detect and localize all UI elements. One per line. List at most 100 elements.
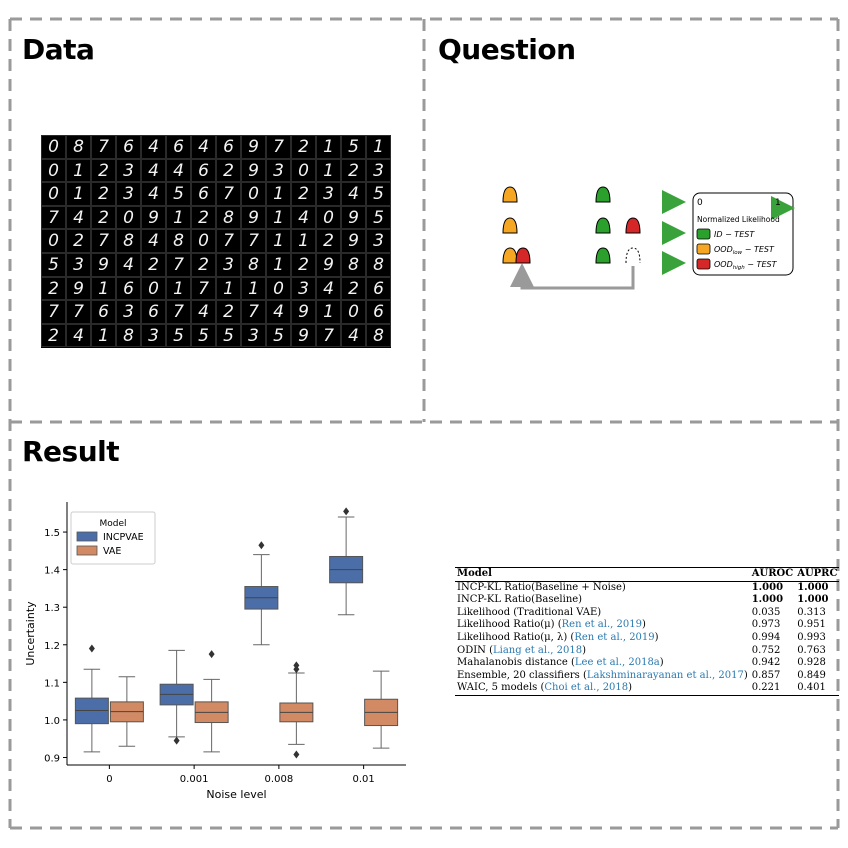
mnist-digit: 5 <box>341 135 366 159</box>
citation-link[interactable]: Lakshminarayanan et al., 2017 <box>586 669 744 681</box>
legend-title: Model <box>99 519 126 529</box>
cell-auroc: 0.973 <box>751 619 781 631</box>
cell-auprc: 0.951 <box>797 619 826 631</box>
cell-auroc: 0.035 <box>751 606 781 618</box>
mnist-digit: 2 <box>291 182 316 206</box>
mnist-digit: 8 <box>241 253 266 277</box>
mnist-digit: 0 <box>241 182 266 206</box>
mnist-digit: 1 <box>291 229 316 253</box>
mnist-digit: 1 <box>316 300 341 324</box>
mnist-digit: 2 <box>191 205 216 230</box>
mnist-digit: 2 <box>341 276 366 301</box>
mnist-digit: 7 <box>216 182 241 206</box>
mnist-digit: 6 <box>116 276 141 301</box>
x-axis-label: Noise level <box>206 788 266 801</box>
mnist-digit: 4 <box>141 182 166 206</box>
mnist-digit: 3 <box>116 182 141 206</box>
legend-swatch-id <box>696 228 711 240</box>
mnist-digit: 6 <box>91 300 116 324</box>
legend-label-vae: VAE <box>103 546 121 557</box>
mnist-digit: 3 <box>216 253 241 277</box>
table-row: WAIC, 5 models (Choi et al., 2018) 0.221 0… <box>455 682 840 696</box>
outlier-point <box>293 750 300 759</box>
x-tick-label: 0.001 <box>180 774 209 785</box>
outlier-point <box>88 644 95 653</box>
mnist-digit: 2 <box>341 158 366 183</box>
x-tick-label: 0.01 <box>352 774 374 785</box>
mnist-digit: 4 <box>66 323 91 348</box>
table-header-row: Model AUROC AUPRC <box>455 567 840 582</box>
mnist-digit: 4 <box>66 205 91 230</box>
mnist-digit: 1 <box>166 205 191 230</box>
table-row: Ensemble, 20 classifiers (Lakshminarayan… <box>455 670 839 683</box>
legend-swatch-ood-high <box>696 258 711 270</box>
mnist-digit: 4 <box>341 182 366 206</box>
table-row: INCP-KL Ratio(Baseline) 1.000 1.000 <box>455 594 839 607</box>
cell-auroc: 0.942 <box>751 657 781 669</box>
mnist-digit: 0 <box>341 300 366 324</box>
mnist-digit: 1 <box>91 276 116 301</box>
mnist-digit: 9 <box>241 205 266 230</box>
mnist-digit: 6 <box>116 135 141 159</box>
mnist-digit: 2 <box>191 253 216 277</box>
mnist-digit: 2 <box>41 276 66 301</box>
legend-label-ood-low: OODlow − TEST <box>714 245 775 256</box>
mnist-digit: 2 <box>316 229 341 253</box>
mnist-digit: 7 <box>241 229 266 253</box>
x-tick-label: 0 <box>106 774 112 785</box>
mnist-digit: 2 <box>141 253 166 277</box>
mnist-digit: 1 <box>366 135 391 159</box>
mnist-digit: 0 <box>41 158 66 183</box>
mnist-digit: 9 <box>341 205 366 230</box>
cell-model: Ensemble, 20 classifiers (Lakshminarayan… <box>457 669 748 681</box>
y-tick-label: 1.3 <box>44 603 60 614</box>
mnist-digit: 6 <box>166 135 191 159</box>
mnist-digit: 4 <box>291 205 316 230</box>
table-row: Likelihood (Traditional VAE) 0.035 0.313 <box>455 607 839 620</box>
mnist-digit: 2 <box>216 300 241 324</box>
mnist-digit: 8 <box>166 229 191 253</box>
mnist-digit: 2 <box>41 323 66 348</box>
cell-model: INCP-KL Ratio(Baseline) <box>457 594 583 606</box>
outlier-point <box>293 661 300 670</box>
header-auroc: AUROC <box>751 568 794 579</box>
mnist-digit: 1 <box>316 135 341 159</box>
mnist-digit: 0 <box>316 205 341 230</box>
mnist-digit: 3 <box>116 158 141 183</box>
citation-link[interactable]: Choi et al., 2018 <box>544 682 629 694</box>
mnist-digit: 5 <box>191 323 216 348</box>
cell-auprc: 1.000 <box>797 581 829 593</box>
ood-results-table: Model AUROC AUPRC INCP-KL Ratio(Baseline… <box>455 567 840 696</box>
citation-link[interactable]: Liang et al., 2018 <box>493 644 583 656</box>
legend-swatch-vae <box>76 545 98 556</box>
legend-label-id: ID − TEST <box>714 230 755 239</box>
cell-auroc: 0.857 <box>751 669 781 681</box>
mnist-digit: 7 <box>316 323 341 348</box>
header-model: Model <box>457 568 492 579</box>
cell-auroc: 1.000 <box>751 581 784 593</box>
cell-model: WAIC, 5 models (Choi et al., 2018) <box>457 682 633 694</box>
legend-label-ood-high: OODhigh − TEST <box>714 260 778 271</box>
mnist-digit: 0 <box>41 229 66 253</box>
mnist-digit: 5 <box>366 205 391 230</box>
x-tick-label: 0.008 <box>265 774 294 785</box>
mnist-digit: 4 <box>166 158 191 183</box>
mnist-digit: 1 <box>216 276 241 301</box>
mnist-digit: 7 <box>191 276 216 301</box>
legend-title: Normalized Likelihood <box>697 215 780 224</box>
cell-model: Likelihood (Traditional VAE) <box>457 606 602 618</box>
mnist-digit: 5 <box>216 323 241 348</box>
citation-link[interactable]: Lee et al., 2018a <box>574 657 660 669</box>
outlier-point <box>258 541 265 550</box>
citation-link[interactable]: Ren et al., 2019 <box>574 631 655 643</box>
question-legend: 0 1 Normalized Likelihood ID − TEST OODl… <box>692 192 795 276</box>
mnist-digit: 1 <box>266 229 291 253</box>
mnist-digit: 9 <box>91 253 116 277</box>
citation-link[interactable]: Ren et al., 2019 <box>561 619 642 631</box>
outlier-point <box>173 736 180 745</box>
mnist-digit: 7 <box>66 300 91 324</box>
